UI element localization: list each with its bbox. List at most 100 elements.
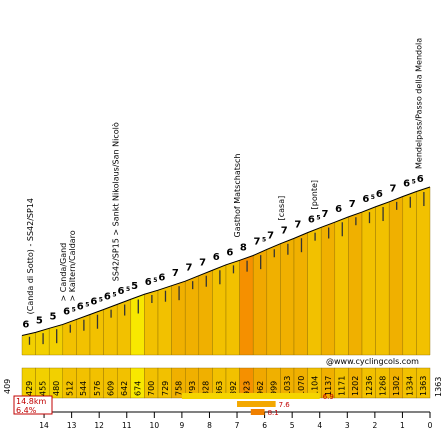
elevation-label: 674 (134, 381, 143, 396)
distance-axis: 14 13 12 11 10 9 8 7 6 5 4 3 2 1 0 (22, 411, 433, 430)
grade-label: 6 (118, 286, 125, 297)
max-grade-label: 8.1 (268, 409, 279, 417)
max-grade-bars: 6.9 7.68.1 (181, 393, 334, 417)
landmark-label: > Canda/Gand (59, 243, 68, 302)
summary-box (13, 395, 53, 415)
profile-segment (103, 304, 118, 356)
grade-label: 6 (63, 306, 70, 317)
elevation-label: 512 (66, 381, 75, 396)
segment-grade-labels: 6 5 5 6 5 6 5 6 5 6 5 6 5 5 6 5 6 7 7 7 6 6 87 5 7 77 6 5 7 6 7 6 5 6 7 6 5 6 (22, 174, 423, 330)
profile-segment (35, 328, 50, 356)
axis-tick-label: 10 (150, 421, 160, 430)
elevation-label: 1104 (310, 376, 319, 396)
elevation-label: 923 (242, 381, 251, 396)
elevation-label: 729 (161, 381, 170, 396)
elevation-label: 828 (202, 381, 211, 396)
grade-label: 7 (390, 183, 397, 194)
profile-segment (252, 249, 267, 356)
elevation-label: 1202 (351, 376, 360, 396)
axis-tick-label: 2 (372, 421, 377, 430)
grade-label: 6 (77, 301, 84, 312)
elevation-label: 892 (229, 381, 238, 396)
elevation-label: 962 (256, 381, 265, 396)
profile-segment (212, 264, 227, 356)
profile-outline (21, 186, 431, 336)
elevation-label: 1302 (392, 376, 401, 396)
grade-label-fraction: 5 (99, 296, 103, 303)
grade-label: 6 (22, 319, 29, 330)
grade-label: 7 (294, 220, 301, 231)
grade-label: 6 (403, 179, 410, 190)
profile-segment (49, 324, 63, 356)
grade-label: 7 (281, 225, 288, 236)
profile-detail-spikes (28, 192, 425, 345)
grade-label-fraction: 5 (371, 194, 375, 201)
elevation-label: 863 (215, 381, 224, 396)
grade-label: 6 (90, 296, 97, 307)
elevation-label: 1033 (283, 376, 292, 396)
elevation-label: 455 (38, 381, 47, 396)
profile-segment (130, 293, 145, 356)
elevation-cell (416, 367, 431, 399)
elevation-label: 999 (270, 381, 279, 396)
grade-label: 6 (158, 273, 165, 284)
profile-segment (334, 216, 349, 356)
grade-label: 6 (145, 277, 152, 288)
axis-tick-label: 6 (262, 421, 267, 430)
profile-segment (293, 232, 308, 356)
grade-label: 6 (213, 252, 220, 263)
axis-tick-label: 0 (428, 421, 433, 430)
grade-label: 6 (362, 194, 369, 205)
axis-tick-label: 8 (207, 421, 212, 430)
axis-tick-label: 4 (317, 421, 322, 430)
profile-segment (321, 221, 335, 356)
start-elevation-label: 409 (3, 379, 12, 394)
summary-distance: 14.8km (16, 397, 46, 406)
grade-label: 6 (376, 189, 383, 200)
profile-segment (62, 319, 77, 356)
elevation-label: 576 (93, 381, 102, 396)
elevation-label: 700 (147, 381, 156, 396)
profile-segment (348, 211, 363, 356)
axis-tick-label: 11 (122, 421, 132, 430)
elevation-label: 1268 (378, 376, 387, 396)
axis-tick-label: 9 (180, 421, 185, 430)
elevation-label: 609 (106, 381, 115, 396)
elevation-label: 758 (174, 381, 183, 396)
landmark-label: (Canda di Sotto) - SS42/SP14 (26, 198, 35, 314)
profile-segments (21, 186, 431, 399)
profile-segment (144, 289, 159, 356)
grade-label: 6 (417, 174, 424, 185)
grade-label-fraction: 5 (72, 306, 76, 313)
elevation-label: 1334 (406, 376, 415, 396)
elevation-label: 544 (79, 381, 88, 396)
grade-label: 7 (322, 209, 329, 220)
grade-label: 7 (349, 199, 356, 210)
landmark-label: [casa] (277, 196, 286, 221)
profile-segment (375, 201, 390, 356)
profile-segment (307, 227, 322, 356)
summary-average-grade: 6.4% (16, 406, 37, 415)
grade-label: 6 (308, 214, 315, 225)
profile-segment (402, 191, 417, 356)
profile-segment (116, 298, 132, 356)
elevation-label: 642 (120, 381, 129, 396)
grade-label-fraction: 5 (262, 236, 266, 243)
profile-segment (239, 255, 254, 356)
axis-tick-label: 7 (235, 421, 240, 430)
segment-elevation-labels: 429 455 480 512 544 576 609 642 674 700 729 758 793 8… (25, 376, 428, 396)
grade-label: 6 (335, 204, 342, 215)
landmark-label: > Kaltern/Caldaro (68, 230, 77, 301)
grade-label: 7 (199, 257, 206, 268)
summit-elevation-label: 1363 (434, 377, 443, 397)
grade-label: 6 (226, 247, 233, 258)
axis-tick-label: 1 (400, 421, 405, 430)
profile-segment (416, 186, 431, 356)
axis-tick-label: 5 (290, 421, 295, 430)
profile-segment (361, 206, 376, 356)
grade-label: 7 (254, 236, 261, 247)
max-grade-bar (237, 401, 276, 407)
axis-tick-label: 13 (67, 421, 77, 430)
grade-label: 7 (172, 268, 179, 279)
grade-label: 8 (240, 242, 247, 253)
